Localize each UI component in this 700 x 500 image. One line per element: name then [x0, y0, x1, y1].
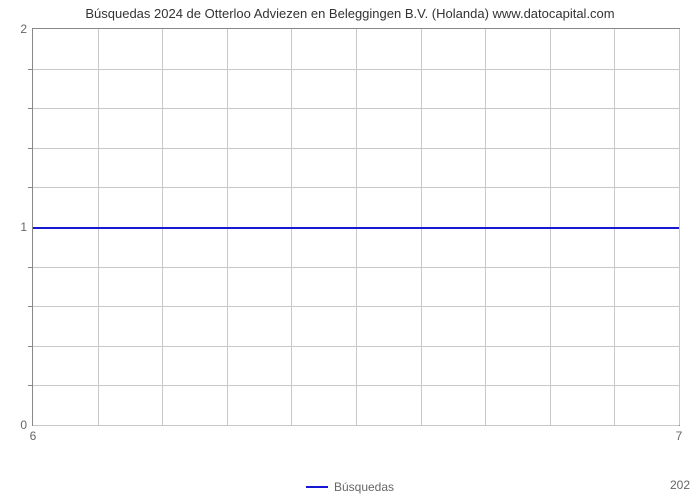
gridline-horizontal: [33, 306, 679, 307]
series-line: [33, 227, 679, 229]
gridline-horizontal: [33, 346, 679, 347]
legend-swatch: [306, 486, 328, 488]
chart-legend: Búsquedas: [0, 480, 700, 494]
y-axis-tick-label: 2: [20, 22, 27, 36]
legend-label: Búsquedas: [334, 480, 394, 494]
y-axis-minor-tick: [28, 385, 33, 386]
gridline-horizontal: [33, 385, 679, 386]
gridline-horizontal: [33, 108, 679, 109]
y-axis-minor-tick: [28, 306, 33, 307]
gridline-horizontal: [33, 187, 679, 188]
line-chart: Búsquedas 2024 de Otterloo Adviezen en B…: [0, 0, 700, 500]
gridline-vertical: [679, 29, 680, 425]
y-axis-minor-tick: [28, 267, 33, 268]
gridline-horizontal: [33, 425, 679, 426]
x-axis-tick-label: 6: [30, 429, 37, 443]
y-axis-minor-tick: [28, 69, 33, 70]
chart-title: Búsquedas 2024 de Otterloo Adviezen en B…: [0, 6, 700, 21]
y-axis-tick-label: 1: [20, 220, 27, 234]
gridline-horizontal: [33, 69, 679, 70]
y-axis-tick-label: 0: [20, 418, 27, 432]
y-axis-minor-tick: [28, 148, 33, 149]
x-axis-tick-label: 7: [676, 429, 683, 443]
y-axis-minor-tick: [28, 187, 33, 188]
plot-area: 01267: [32, 28, 680, 426]
y-axis-minor-tick: [28, 108, 33, 109]
gridline-horizontal: [33, 148, 679, 149]
gridline-horizontal: [33, 267, 679, 268]
y-axis-minor-tick: [28, 346, 33, 347]
